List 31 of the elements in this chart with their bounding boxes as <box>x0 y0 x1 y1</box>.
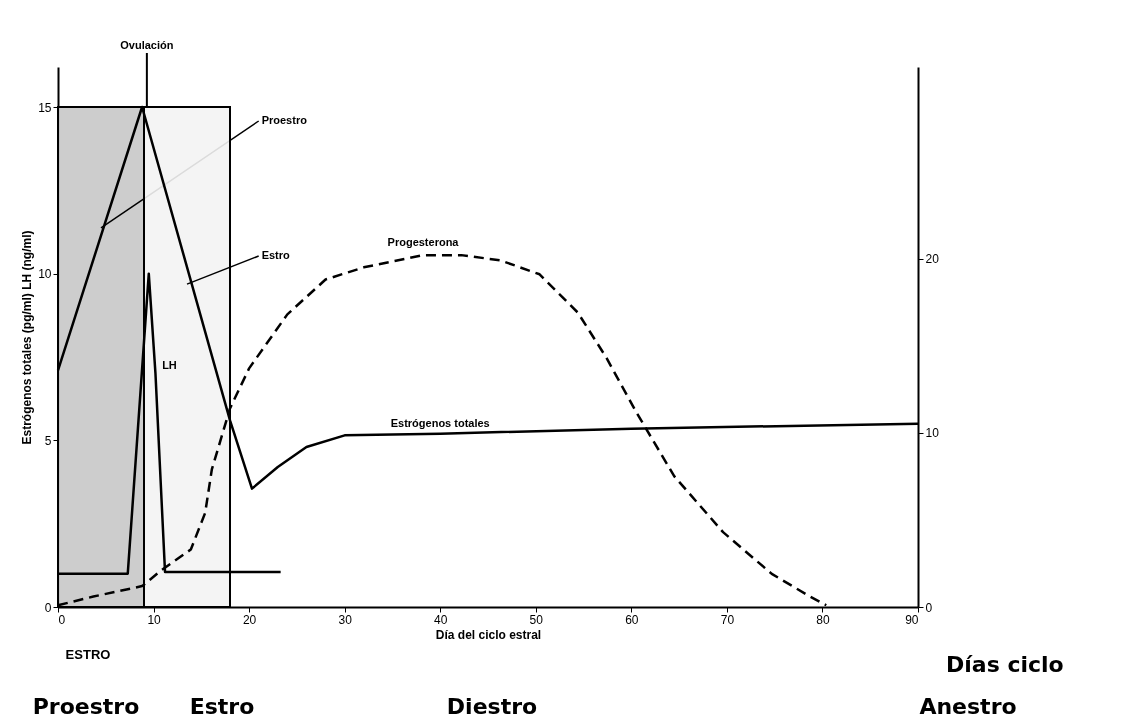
series-label: Progesterona <box>387 236 460 249</box>
y2-tick-label: 0 <box>925 600 933 615</box>
x-tick-label: 80 <box>816 612 830 627</box>
x-tick-label: 50 <box>529 612 544 627</box>
series-label: LH <box>162 358 177 371</box>
x-axis-title: Día del ciclo estral <box>435 627 542 642</box>
x-tick-label: 90 <box>905 612 919 627</box>
y-tick-label: 5 <box>44 433 52 448</box>
band-label: Proestro <box>261 114 308 126</box>
y-tick-label: 0 <box>44 600 52 615</box>
x-tick-label: 70 <box>720 612 735 627</box>
text: Proestro <box>32 694 140 719</box>
band-label: Estro <box>261 249 291 261</box>
text: ESTRO <box>65 647 111 662</box>
text: Diestro <box>446 694 538 719</box>
y-tick-label: 10 <box>38 267 52 282</box>
text: Días ciclo <box>946 652 1064 677</box>
x-tick-label: 40 <box>434 612 448 627</box>
series-label: Estrógenos totales <box>390 416 490 429</box>
y-axis-title: Estrógenos totales (pg/ml) LH (ng/ml) <box>20 230 35 445</box>
annotation: Ovulación <box>120 39 174 51</box>
x-tick-label: 30 <box>338 612 353 627</box>
x-tick-label: 60 <box>625 612 639 627</box>
x-tick-label: 20 <box>242 612 257 627</box>
x-tick-label: 10 <box>147 612 162 627</box>
text: Estro <box>189 694 255 719</box>
y2-tick-label: 20 <box>925 252 940 267</box>
text: Anestro <box>919 694 1017 719</box>
y-tick-label: 15 <box>38 100 52 115</box>
y2-tick-label: 10 <box>925 426 940 441</box>
x-tick-label: 0 <box>58 612 66 627</box>
